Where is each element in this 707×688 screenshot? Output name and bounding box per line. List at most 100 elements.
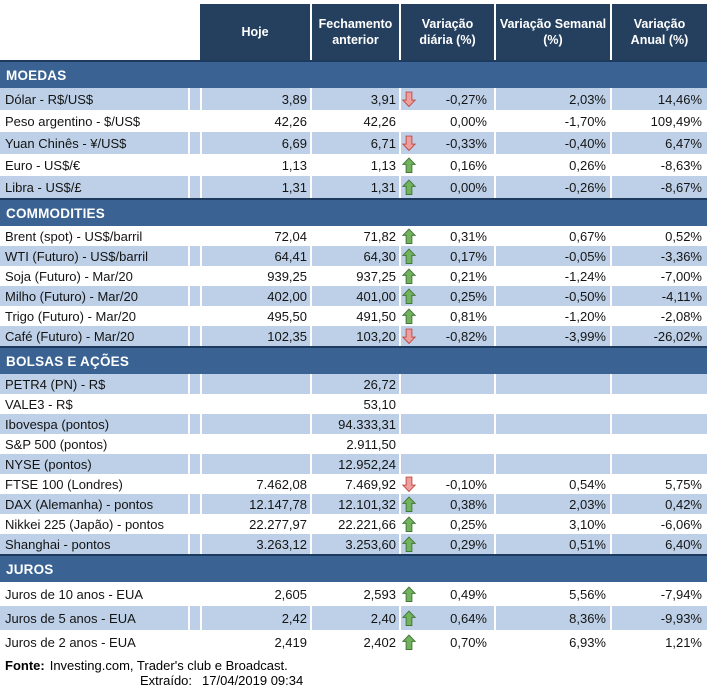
spacer-cell <box>188 176 200 198</box>
variacao-semanal-cell: 5,56% <box>494 582 610 606</box>
variacao-semanal-cell: 8,36% <box>494 606 610 630</box>
up-arrow-icon <box>402 495 416 512</box>
variacao-anual-cell: 0,42% <box>610 494 707 514</box>
hoje-cell: 6,69 <box>200 132 310 154</box>
variacao-diaria-cell <box>399 394 494 414</box>
variacao-anual-cell <box>610 414 707 434</box>
spacer-cell <box>188 454 200 474</box>
up-arrow-icon <box>402 178 416 195</box>
variacao-semanal-cell <box>494 434 610 454</box>
up-arrow-icon <box>402 267 416 284</box>
spacer-cell <box>188 494 200 514</box>
hoje-cell <box>200 434 310 454</box>
down-arrow-icon <box>402 476 416 492</box>
variacao-anual-cell: -7,94% <box>610 582 707 606</box>
variacao-diaria-cell <box>399 414 494 434</box>
up-arrow-icon <box>402 585 416 602</box>
fechamento-cell: 6,71 <box>310 132 399 154</box>
section-title: JUROS <box>6 561 54 577</box>
variacao-diaria-value: 0,29% <box>450 536 487 552</box>
col-header-hoje: Hoje <box>200 4 310 60</box>
variacao-diaria-cell: 0,38% <box>399 494 494 514</box>
extraction-line: Extraído: 17/04/2019 09:34 <box>5 673 707 688</box>
table-row: Peso argentino - $/US$ 42,26 42,26 0,00% -1,… <box>0 110 707 132</box>
up-arrow-icon <box>402 535 416 552</box>
variacao-semanal-cell: 0,51% <box>494 534 610 554</box>
variacao-semanal-cell: 0,54% <box>494 474 610 494</box>
hoje-cell: 1,31 <box>200 176 310 198</box>
variacao-diaria-value: 0,38% <box>450 496 487 512</box>
spacer-cell <box>188 286 200 306</box>
variacao-diaria-value: 0,70% <box>450 634 487 650</box>
fechamento-cell: 2.911,50 <box>310 434 399 454</box>
fechamento-cell: 401,00 <box>310 286 399 306</box>
variacao-semanal-cell: -1,20% <box>494 306 610 326</box>
variacao-semanal-cell: 0,26% <box>494 154 610 176</box>
variacao-anual-cell: -26,02% <box>610 326 707 346</box>
variacao-diaria-cell <box>399 434 494 454</box>
footer: Fonte: Investing.com, Trader's club e Bro… <box>0 654 707 688</box>
down-arrow-icon <box>402 328 416 344</box>
spacer-cell <box>188 154 200 176</box>
variacao-anual-cell: -8,67% <box>610 176 707 198</box>
fechamento-cell: 3.253,60 <box>310 534 399 554</box>
header-empty-corner <box>0 4 200 60</box>
section-bolsas: PETR4 (PN) - R$ 26,72 VALE3 - R$ 53,10 Ibove… <box>0 374 707 554</box>
variacao-semanal-cell: 2,03% <box>494 494 610 514</box>
spacer-cell <box>188 606 200 630</box>
variacao-diaria-cell: -0,33% <box>399 132 494 154</box>
down-arrow-icon <box>402 91 416 107</box>
source-label: Fonte: <box>5 658 45 673</box>
col-header-variacao-anual: Variação Anual (%) <box>610 4 707 60</box>
table-row: Milho (Futuro) - Mar/20 402,00 401,00 0,25%… <box>0 286 707 306</box>
spacer-cell <box>188 434 200 454</box>
row-label: NYSE (pontos) <box>5 456 92 472</box>
row-label: Juros de 5 anos - EUA <box>5 610 136 626</box>
hoje-cell: 42,26 <box>200 110 310 132</box>
fechamento-cell: 26,72 <box>310 374 399 394</box>
variacao-diaria-value: 0,25% <box>450 288 487 304</box>
variacao-semanal-cell <box>494 374 610 394</box>
row-label: Café (Futuro) - Mar/20 <box>5 328 135 344</box>
section-commodities: Brent (spot) - US$/barril 72,04 71,82 0,31%… <box>0 226 707 346</box>
variacao-semanal-cell: 0,67% <box>494 226 610 246</box>
variacao-anual-cell <box>610 374 707 394</box>
up-arrow-icon <box>402 156 416 173</box>
row-label: DAX (Alemanha) - pontos <box>5 496 154 512</box>
variacao-diaria-cell: 0,21% <box>399 266 494 286</box>
variacao-diaria-cell: 0,25% <box>399 514 494 534</box>
hoje-cell: 2,42 <box>200 606 310 630</box>
fechamento-cell: 94.333,31 <box>310 414 399 434</box>
row-label: Shanghai - pontos <box>5 536 111 552</box>
section-header-moedas: MOEDAS <box>0 60 707 88</box>
row-label: Trigo (Futuro) - Mar/20 <box>5 308 136 324</box>
extraction-label: Extraído: <box>140 673 193 688</box>
row-label: Soja (Futuro) - Mar/20 <box>5 268 133 284</box>
table-row: Ibovespa (pontos) 94.333,31 <box>0 414 707 434</box>
variacao-diaria-cell: 0,16% <box>399 154 494 176</box>
variacao-anual-cell: 5,75% <box>610 474 707 494</box>
hoje-cell: 7.462,08 <box>200 474 310 494</box>
section-header-commodities: COMMODITIES <box>0 198 707 226</box>
fechamento-cell: 3,91 <box>310 88 399 110</box>
up-arrow-icon <box>402 247 416 264</box>
spacer-cell <box>188 582 200 606</box>
hoje-cell: 2,605 <box>200 582 310 606</box>
table-row: NYSE (pontos) 12.952,24 <box>0 454 707 474</box>
variacao-semanal-cell: 6,93% <box>494 630 610 654</box>
variacao-anual-cell <box>610 394 707 414</box>
up-arrow-icon <box>402 227 416 244</box>
row-label: Juros de 10 anos - EUA <box>5 586 144 602</box>
section-moedas: Dólar - R$/US$ 3,89 3,91 -0,27% 2,03% 14,46% P… <box>0 88 707 198</box>
variacao-anual-cell: -4,11% <box>610 286 707 306</box>
table-row: VALE3 - R$ 53,10 <box>0 394 707 414</box>
variacao-semanal-cell: 3,10% <box>494 514 610 534</box>
row-label: Ibovespa (pontos) <box>5 416 110 432</box>
spacer-cell <box>188 266 200 286</box>
variacao-diaria-value: -0,33% <box>445 135 487 151</box>
col-header-fechamento-anterior: Fechamento anterior <box>310 4 399 60</box>
row-label: Yuan Chinês - ¥/US$ <box>5 135 127 151</box>
variacao-diaria-value: -0,10% <box>445 476 487 492</box>
hoje-cell <box>200 374 310 394</box>
